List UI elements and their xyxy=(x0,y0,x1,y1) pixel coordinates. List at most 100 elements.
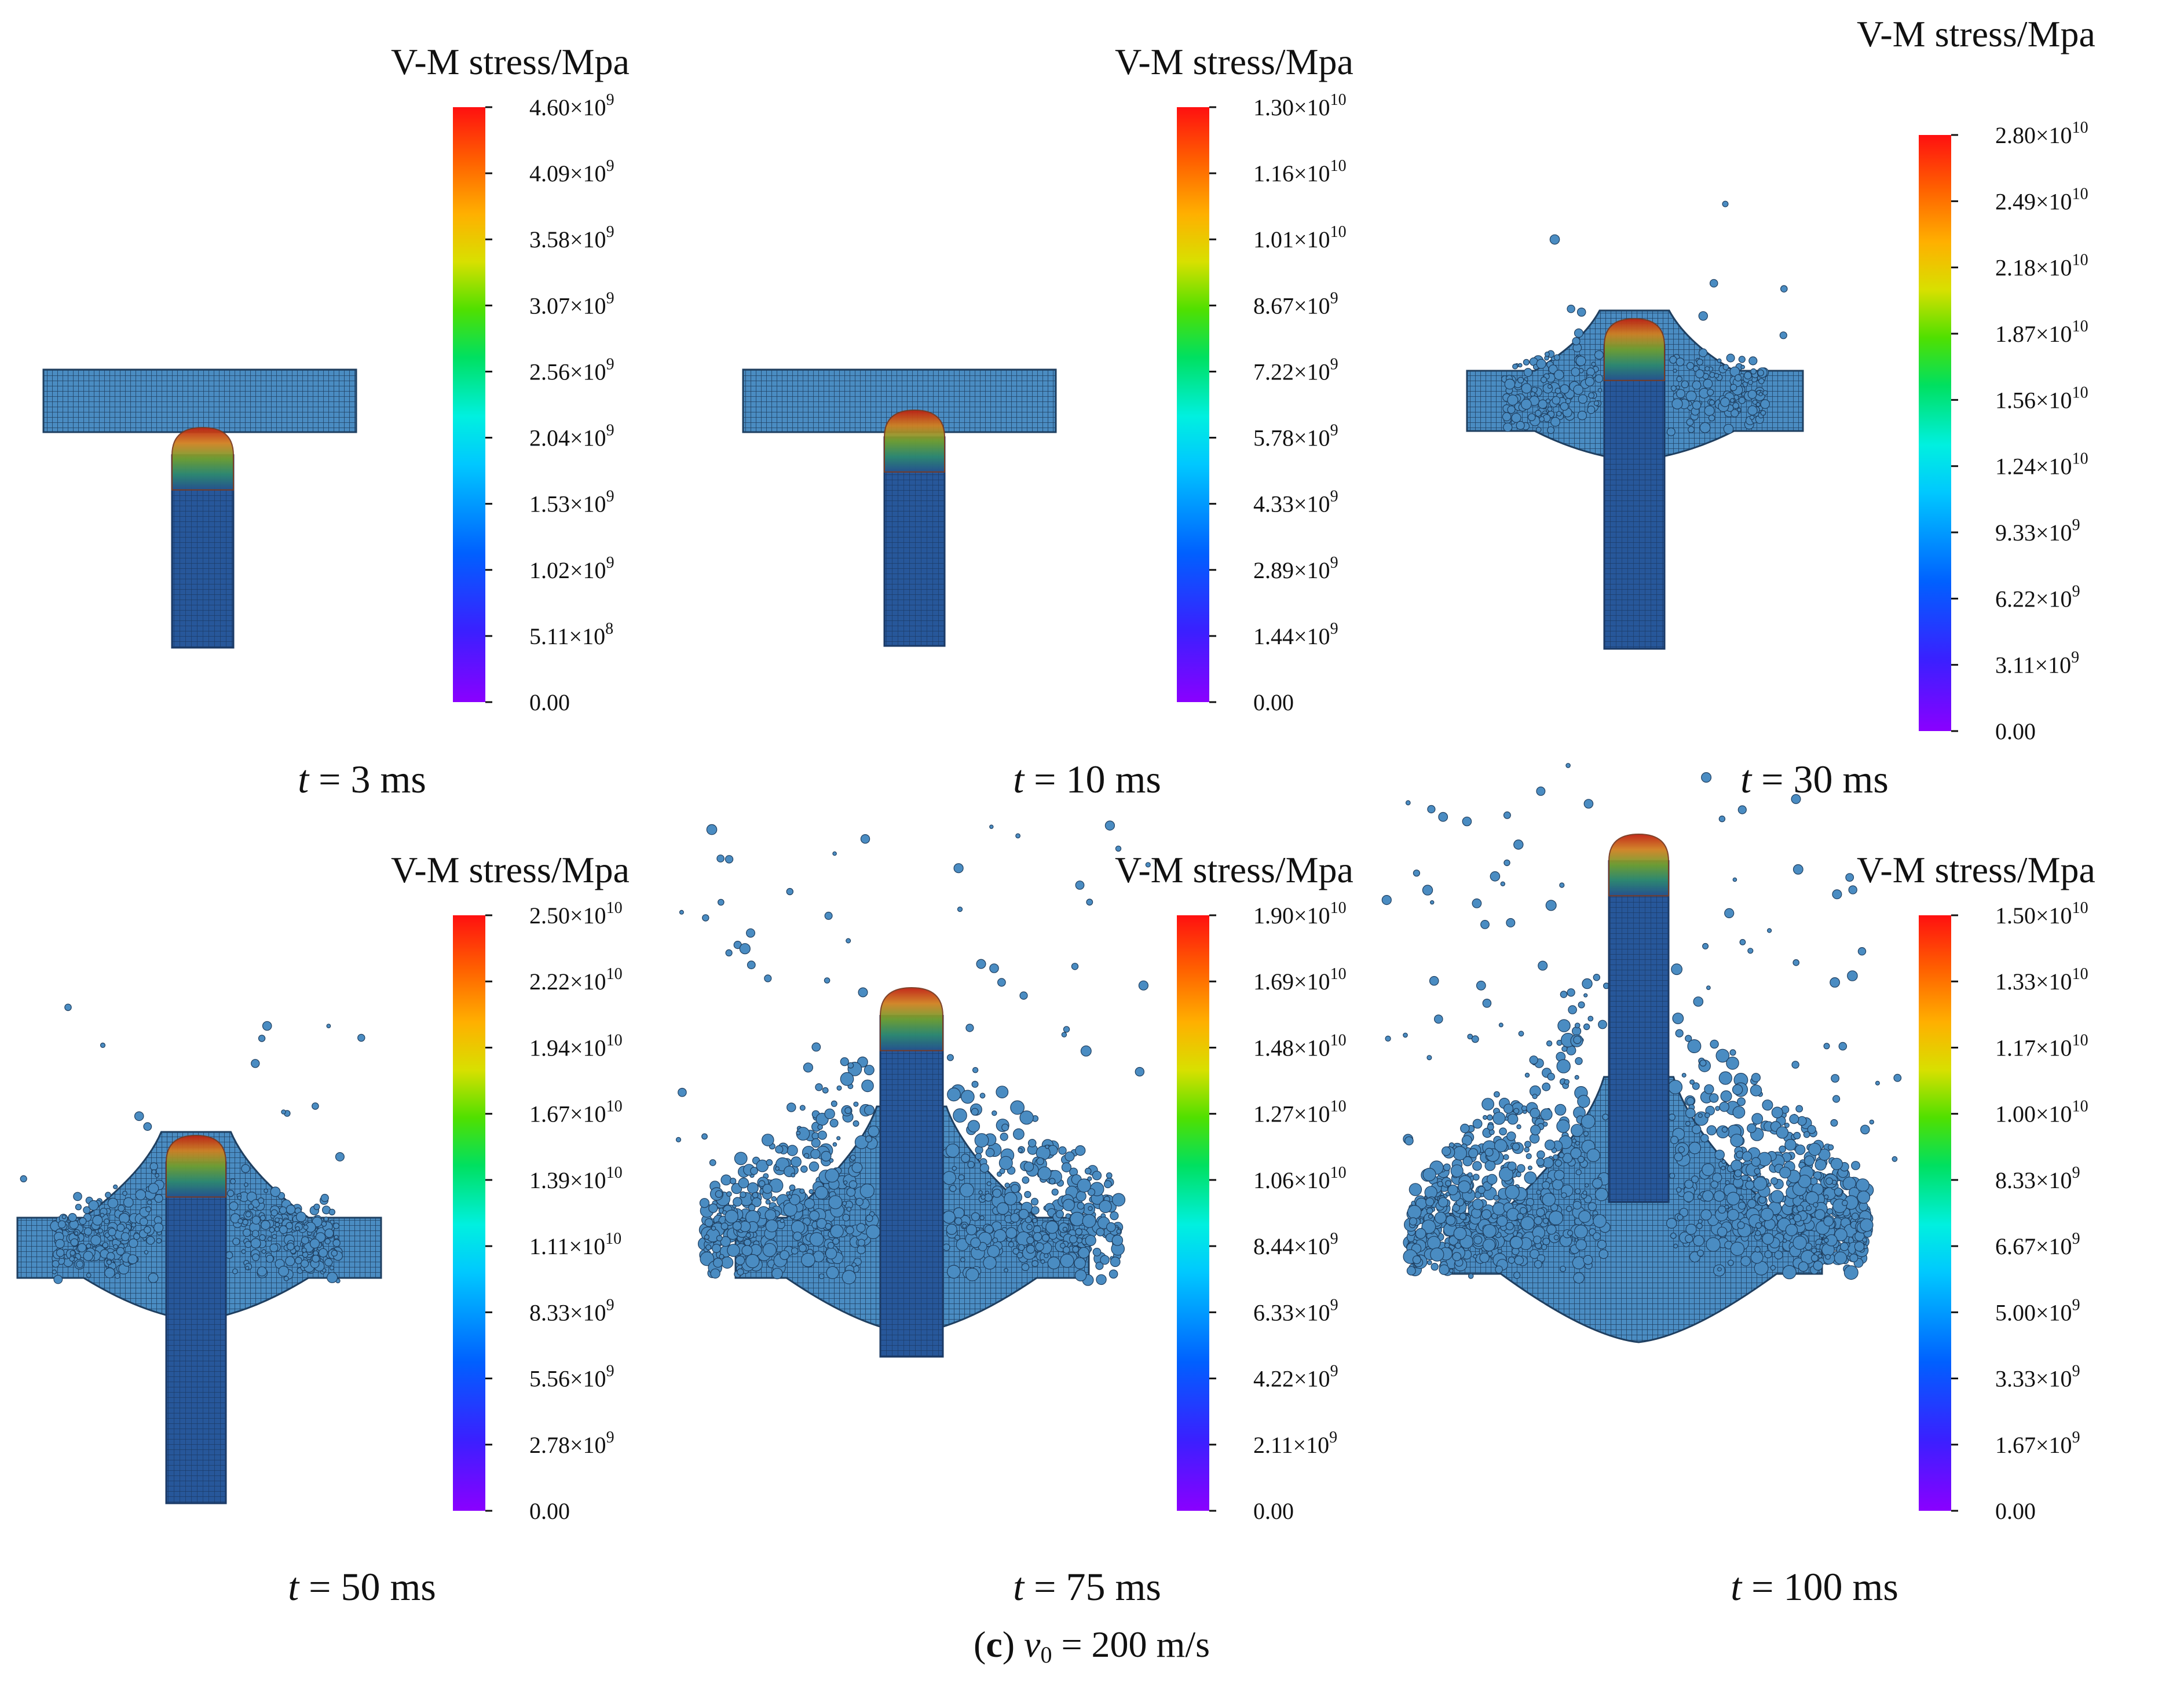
colorbar-tick-label: 2.56×109 xyxy=(529,355,614,385)
colorbar-title: V-M stress/Mpa xyxy=(1857,13,2095,54)
colorbar-tick-label: 6.22×109 xyxy=(1995,582,2080,612)
simulation-view xyxy=(742,368,1057,647)
colorbar-gradient xyxy=(453,107,485,702)
figure-caption: (c) v0 = 200 m/s xyxy=(974,1624,1210,1668)
colorbar: V-M stress/Mpa 1.90×1010 1.69×1010 1.48×101… xyxy=(1115,849,1353,1524)
colorbar-tick-label: 0.00 xyxy=(1253,689,1294,715)
colorbar-tick-label: 2.22×1010 xyxy=(529,965,623,995)
debris-cloud xyxy=(20,1003,365,1284)
target-plate xyxy=(42,368,357,433)
colorbar-tick-label: 1.67×1010 xyxy=(529,1098,623,1127)
debris-cloud xyxy=(1381,763,1902,1284)
colorbar-tick-label: 1.27×1010 xyxy=(1253,1098,1347,1127)
colorbar-title: V-M stress/Mpa xyxy=(1115,41,1353,82)
simulation-view xyxy=(42,368,357,649)
time-label: t = 3 ms xyxy=(298,757,426,801)
time-label: t = 30 ms xyxy=(1740,757,1889,801)
colorbar-tick-label: 6.67×109 xyxy=(1995,1230,2080,1259)
colorbar-title: V-M stress/Mpa xyxy=(1115,849,1353,890)
colorbar-tick-label: 2.78×109 xyxy=(529,1429,614,1458)
colorbar-tick-label: 2.89×109 xyxy=(1253,554,1338,583)
panel-p5: V-M stress/Mpa 1.90×1010 1.69×1010 1.48×101… xyxy=(675,820,1353,1609)
colorbar-tick-label: 1.48×1010 xyxy=(1253,1031,1347,1061)
plate-mesh xyxy=(42,368,357,433)
colorbar-tick-label: 3.58×109 xyxy=(529,223,614,253)
colorbar: V-M stress/Mpa 1.30×1010 1.16×1010 1.01×101… xyxy=(1115,41,1353,715)
projectile-rod xyxy=(1603,317,1666,650)
colorbar-tick-label: 3.33×109 xyxy=(1995,1362,2080,1392)
colorbar-tick-label: 1.06×1010 xyxy=(1253,1164,1347,1193)
colorbar-gradient xyxy=(1919,915,1951,1511)
panel-p1: V-M stress/Mpa 4.60×109 4.09×109 3.58×109 3.… xyxy=(42,41,630,801)
colorbar-tick-label: 1.69×1010 xyxy=(1253,965,1347,995)
rod-tip-stress xyxy=(884,409,945,473)
colorbar-tick-label: 1.30×1010 xyxy=(1253,91,1347,120)
projectile-rod xyxy=(883,409,946,647)
colorbar-tick-label: 4.60×109 xyxy=(529,91,614,120)
simulation-view xyxy=(1466,200,1804,650)
colorbar-title: V-M stress/Mpa xyxy=(391,41,630,82)
colorbar-tick-label: 8.33×109 xyxy=(1995,1164,2080,1193)
colorbar-tick-label: 2.80×1010 xyxy=(1995,119,2088,148)
colorbar-tick-label: 2.18×1010 xyxy=(1995,251,2088,281)
panel-p4: V-M stress/Mpa 2.50×1010 2.22×1010 1.94×101… xyxy=(16,849,630,1609)
colorbar-tick-label: 1.17×1010 xyxy=(1995,1031,2088,1061)
time-label: t = 50 ms xyxy=(288,1565,436,1609)
colorbar-tick-label: 4.33×109 xyxy=(1253,488,1338,517)
colorbar-tick-label: 2.11×109 xyxy=(1253,1429,1337,1458)
rod-body xyxy=(165,1161,227,1504)
simulation-view xyxy=(16,1003,382,1504)
rod-tip-stress xyxy=(166,1134,226,1198)
colorbar-tick-label: 1.44×109 xyxy=(1253,620,1338,649)
colorbar-tick-label: 8.44×109 xyxy=(1253,1230,1338,1259)
colorbar-tick-label: 1.56×1010 xyxy=(1995,383,2088,413)
colorbar-tick-label: 0.00 xyxy=(1995,1498,2036,1524)
colorbar-tick-label: 4.09×109 xyxy=(529,157,614,187)
colorbar-tick-label: 1.01×1010 xyxy=(1253,223,1347,253)
colorbar-tick-label: 0.00 xyxy=(1253,1498,1294,1524)
target-plate xyxy=(742,368,1057,433)
colorbar-tick-label: 1.53×109 xyxy=(529,488,614,517)
colorbar: V-M stress/Mpa 2.50×1010 2.22×1010 1.94×101… xyxy=(391,849,630,1524)
time-label: t = 10 ms xyxy=(1013,757,1161,801)
simulation-view xyxy=(675,820,1151,1358)
colorbar-tick-label: 0.00 xyxy=(529,1498,570,1524)
colorbar-tick-label: 6.33×109 xyxy=(1253,1296,1338,1325)
time-label: t = 100 ms xyxy=(1731,1565,1898,1609)
colorbar-tick-label: 5.00×109 xyxy=(1995,1296,2080,1325)
projectile-rod xyxy=(165,1134,227,1504)
colorbar-tick-label: 1.90×1010 xyxy=(1253,899,1347,929)
panel-p3: V-M stress/Mpa 2.80×1010 2.49×1010 2.18×101… xyxy=(1466,13,2095,801)
colorbar-gradient xyxy=(1177,107,1209,702)
colorbar-tick-label: 7.22×109 xyxy=(1253,355,1338,385)
panel-p2: V-M stress/Mpa 1.30×1010 1.16×1010 1.01×101… xyxy=(742,41,1353,801)
colorbar-tick-label: 1.50×1010 xyxy=(1995,899,2088,929)
colorbar-gradient xyxy=(1919,135,1951,731)
rod-body xyxy=(1608,860,1670,1203)
colorbar-gradient xyxy=(453,915,485,1511)
rod-tip-stress xyxy=(880,987,943,1051)
colorbar-tick-label: 1.02×109 xyxy=(529,554,614,583)
time-label: t = 75 ms xyxy=(1013,1565,1161,1609)
colorbar-tick-label: 2.04×109 xyxy=(529,422,614,451)
colorbar-tick-label: 1.16×1010 xyxy=(1253,157,1347,187)
colorbar-title: V-M stress/Mpa xyxy=(391,849,630,890)
rod-body xyxy=(1603,345,1666,650)
panel-p6: V-M stress/Mpa 1.50×1010 1.33×1010 1.17×101… xyxy=(1381,763,2095,1609)
colorbar: V-M stress/Mpa 2.80×1010 2.49×1010 2.18×101… xyxy=(1857,13,2095,744)
projectile-rod xyxy=(171,426,235,649)
colorbar-tick-label: 5.78×109 xyxy=(1253,422,1338,451)
colorbar-gradient xyxy=(1177,915,1209,1511)
rod-body xyxy=(879,1015,944,1358)
colorbar-tick-label: 5.56×109 xyxy=(529,1362,614,1392)
colorbar-tick-label: 1.67×109 xyxy=(1995,1429,2080,1458)
rod-tip-stress xyxy=(1608,833,1669,897)
colorbar-tick-label: 1.87×1010 xyxy=(1995,317,2088,347)
colorbar-tick-label: 1.33×1010 xyxy=(1995,965,2088,995)
colorbar-tick-label: 2.49×1010 xyxy=(1995,185,2088,214)
colorbar: V-M stress/Mpa 1.50×1010 1.33×1010 1.17×101… xyxy=(1857,849,2095,1524)
colorbar-tick-label: 0.00 xyxy=(529,689,570,715)
colorbar-tick-label: 1.00×1010 xyxy=(1995,1098,2088,1127)
colorbar-tick-label: 1.24×1010 xyxy=(1995,450,2088,480)
